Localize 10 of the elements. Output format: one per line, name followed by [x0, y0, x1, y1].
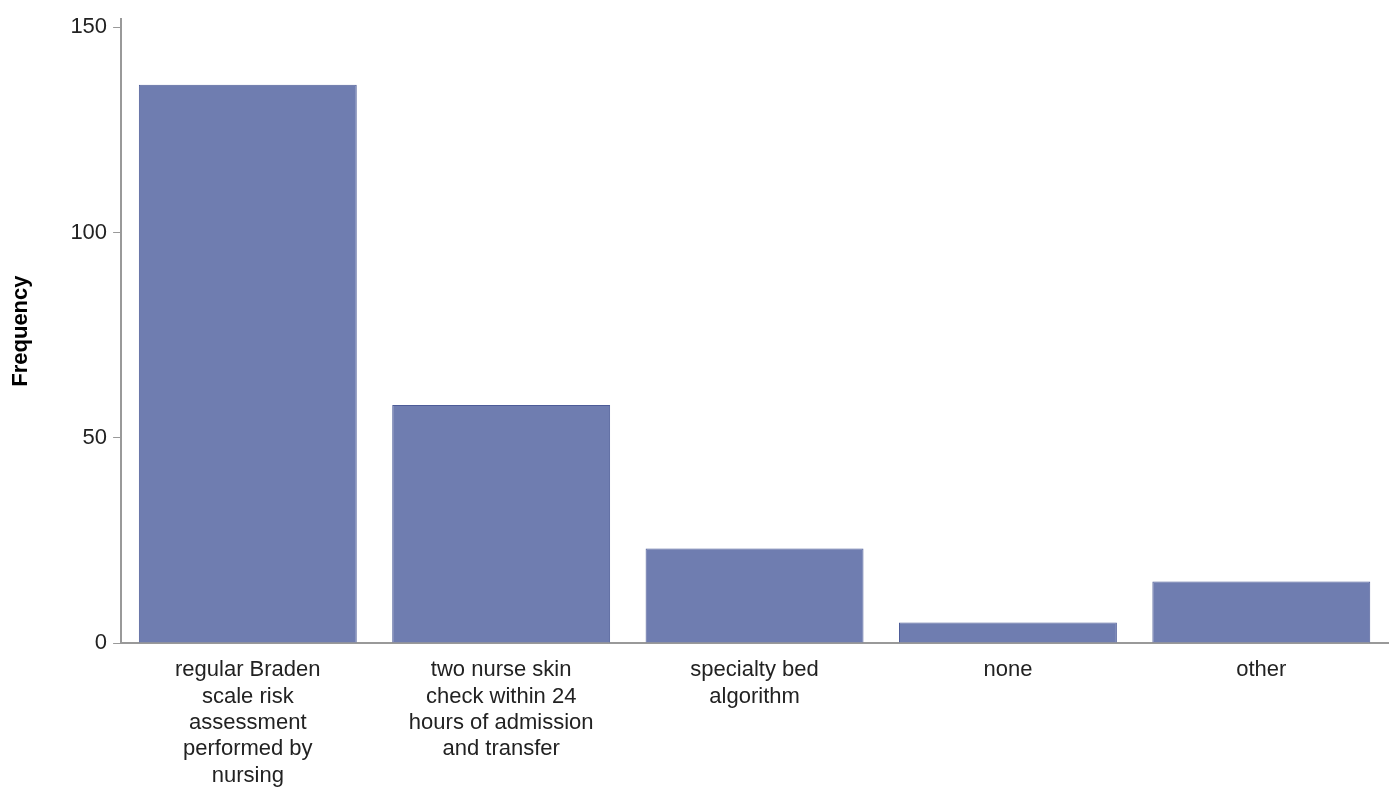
y-tick-label: 0 [94, 629, 108, 655]
x-tick-label: regular Braden scale risk assessment performed by nursing [175, 656, 321, 787]
x-tick-label: two nurse skin check within 24 hours of admission and transfer [408, 656, 594, 761]
x-tick-label: other [1236, 656, 1287, 682]
y-tick-label: 50 [82, 423, 108, 449]
x-tick-label: none [983, 656, 1033, 682]
y-axis-title: Frequency [7, 274, 33, 387]
x-tick-label: specialty bed algorithm [690, 656, 819, 708]
y-tick-label: 150 [70, 13, 108, 39]
y-tick-label: 100 [70, 218, 108, 244]
